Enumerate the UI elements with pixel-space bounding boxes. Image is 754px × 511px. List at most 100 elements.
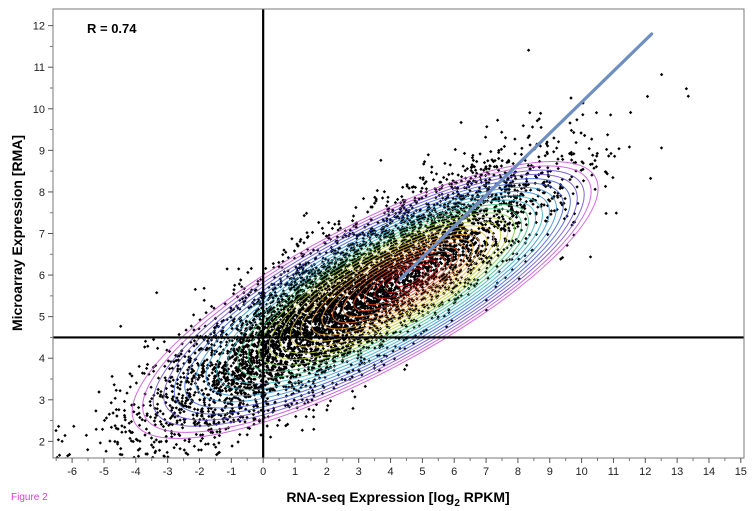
scatter-point [60,439,64,443]
scatter-point [305,231,309,235]
scatter-point [129,419,134,424]
scatter-point [523,206,527,211]
scatter-point [469,271,473,275]
scatter-point [546,166,550,170]
scatter-point [177,332,181,337]
scatter-point [175,382,180,386]
scatter-point [320,359,324,363]
scatter-point [450,263,454,267]
scatter-point [152,440,156,444]
scatter-point [302,328,306,333]
scatter-point [497,148,501,153]
scatter-point [607,154,611,158]
scatter-point [321,346,325,351]
scatter-point [189,370,194,375]
scatter-point [590,162,594,166]
scatter-point [122,456,125,458]
scatter-point [224,389,228,393]
scatter-point [198,417,202,422]
scatter-point [97,390,101,394]
scatter-point [245,320,249,324]
scatter-point [308,359,312,363]
scatter-point [155,291,159,295]
scatter-point [163,376,167,380]
scatter-point [326,403,330,408]
scatter-point [609,151,613,156]
scatter-point [178,447,182,451]
scatter-point [240,285,244,289]
scatter-point [594,111,599,115]
scatter-point [108,439,112,443]
scatter-point [507,158,511,163]
scatter-point [192,393,196,397]
scatter-point [424,180,428,184]
scatter-point [249,266,253,271]
scatter-point [302,349,306,354]
scatter-point [480,244,484,248]
scatter-point [470,238,475,242]
scatter-point [143,419,147,423]
scatter-point [195,411,200,416]
scatter-point [290,237,294,241]
scatter-point [190,367,194,371]
scatter-point [471,158,476,163]
scatter-point [505,222,510,226]
scatter-point [247,426,252,431]
scatter-point [418,176,422,180]
scatter-point [192,407,197,411]
scatter-point [524,223,529,227]
scatter-point [324,312,329,317]
scatter-point [199,373,203,377]
scatter-point [123,418,127,422]
scatter-point [257,358,262,362]
scatter-point [250,348,254,352]
scatter-point [188,401,193,406]
scatter-point [539,202,544,207]
scatter-point [171,378,175,382]
scatter-point [391,229,395,233]
scatter-point [573,160,578,165]
scatter-point [144,427,149,431]
scatter-point [593,187,597,191]
scatter-point [563,196,567,201]
scatter-point [143,345,147,349]
scatter-point [405,363,409,367]
scatter-point [531,165,536,169]
scatter-point [379,158,383,162]
scatter-point [136,405,141,410]
scatter-point [517,183,522,187]
scatter-point [521,124,525,128]
scatter-point [214,445,218,449]
scatter-point [614,211,618,215]
scatter-point [507,229,512,233]
scatter-point [202,398,206,402]
scatter-point [645,94,650,99]
scatter-point [138,415,142,420]
scatter-point [604,170,608,174]
scatter-point [161,424,166,429]
scatter-point [424,187,429,191]
scatter-point [518,197,523,201]
scatter-point [245,433,249,437]
scatter-point [254,309,259,313]
scatter-point [213,408,217,412]
scatter-point [194,432,198,437]
scatter-point [229,364,233,368]
scatter-point [252,383,256,388]
scatter-point [217,420,221,425]
scatter-point [189,382,193,386]
scatter-point [168,416,173,420]
scatter-point [176,369,180,373]
scatter-point [319,342,323,346]
scatter-point [304,211,309,215]
scatter-point [159,389,163,394]
scatter-point [438,257,443,261]
scatter-point [237,267,241,271]
scatter-point [451,252,456,256]
scatter-point [148,415,153,419]
scatter-point [449,249,454,253]
scatter-point [560,255,565,260]
scatter-point [560,154,564,158]
scatter-point [482,168,486,172]
scatter-point [475,159,479,164]
